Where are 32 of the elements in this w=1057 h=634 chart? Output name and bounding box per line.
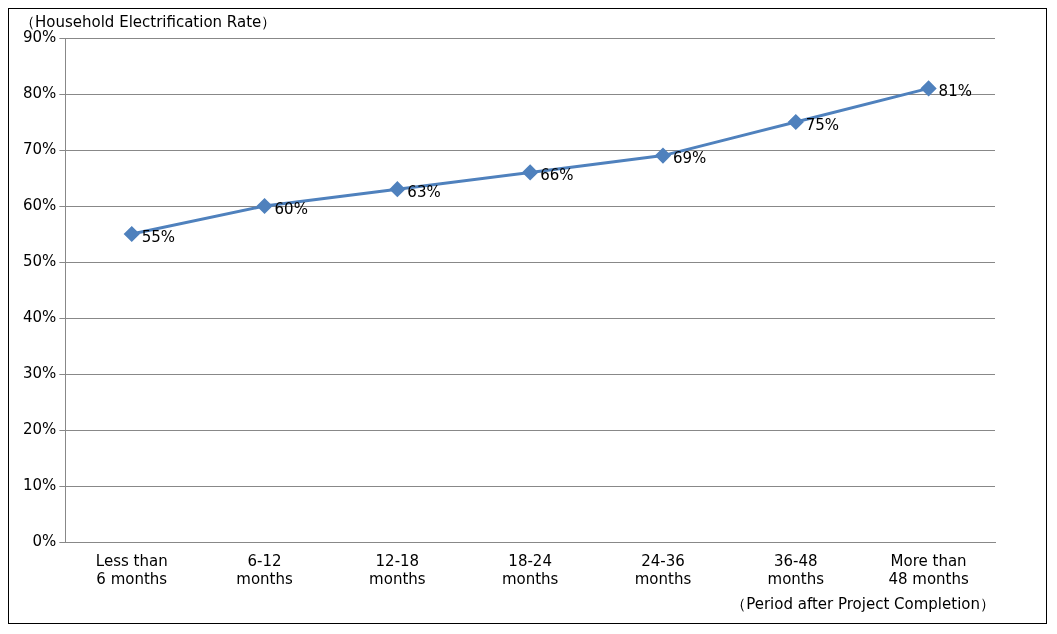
x-tick-label: Less than 6 months xyxy=(95,551,168,588)
point xyxy=(389,181,405,197)
y-tick-label: 50% xyxy=(23,251,57,270)
point xyxy=(655,148,671,164)
data-label: 63% xyxy=(407,183,441,202)
y-tick-label: 60% xyxy=(23,195,57,214)
point xyxy=(124,226,140,242)
point xyxy=(788,114,804,130)
point xyxy=(522,164,538,180)
x-tick-label: 18-24 months xyxy=(501,551,559,588)
data-label: 55% xyxy=(141,227,176,246)
x-axis-title: （Period after Project Completion） xyxy=(731,594,995,613)
y-tick-label: 80% xyxy=(23,83,57,102)
point xyxy=(257,198,273,214)
data-label: 75% xyxy=(805,115,840,134)
data-label: 66% xyxy=(540,166,574,185)
x-tick-label: 36-48 months xyxy=(767,551,825,588)
x-tick-label: More than 48 months xyxy=(888,551,969,588)
y-tick-label: 0% xyxy=(32,531,57,550)
point xyxy=(921,80,937,96)
chart-title: （Household Electrification Rate） xyxy=(20,12,277,31)
y-tick-label: 10% xyxy=(23,475,57,494)
y-tick-label: 20% xyxy=(23,419,57,438)
y-tick-label: 70% xyxy=(23,139,57,158)
x-tick-label: 6-12 months xyxy=(236,551,293,588)
y-tick-label: 30% xyxy=(23,363,57,382)
x-tick-label: 24-36 months xyxy=(634,551,692,588)
data-label: 69% xyxy=(672,149,707,168)
y-tick-label: 40% xyxy=(23,307,57,326)
x-tick-label: 12-18 months xyxy=(369,551,426,588)
data-label: 81% xyxy=(938,82,972,101)
data-label: 60% xyxy=(274,199,308,218)
